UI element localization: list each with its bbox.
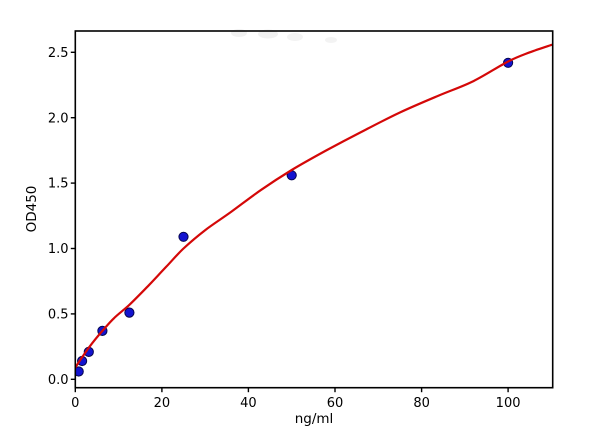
- x-axis-label: ng/ml: [295, 411, 334, 427]
- data-point: [124, 307, 135, 318]
- plot-area: [75, 43, 553, 377]
- y-tick-label: 1.5: [48, 177, 69, 192]
- plot-border: [74, 30, 554, 389]
- series-standard-points: [75, 57, 514, 377]
- data-point: [178, 231, 189, 242]
- y-tick-label: 0.0: [48, 373, 69, 388]
- artifact-smudge: [325, 37, 337, 43]
- x-tick-label: 60: [327, 396, 344, 411]
- y-tick-label: 2.5: [48, 46, 69, 61]
- x-tick-label: 0: [71, 396, 79, 411]
- x-tick-label: 80: [413, 396, 430, 411]
- x-tick-label: 20: [154, 396, 171, 411]
- y-tick-label: 0.5: [48, 308, 69, 323]
- x-tick-label: 40: [240, 396, 257, 411]
- y-axis-label: OD450: [24, 186, 40, 233]
- y-tick-label: 1.0: [48, 242, 69, 257]
- x-tick-label: 100: [496, 396, 521, 411]
- artifact-smudge: [287, 33, 303, 41]
- fit-curve: [75, 43, 553, 369]
- data-point: [75, 366, 84, 377]
- y-tick-label: 2.0: [48, 111, 69, 126]
